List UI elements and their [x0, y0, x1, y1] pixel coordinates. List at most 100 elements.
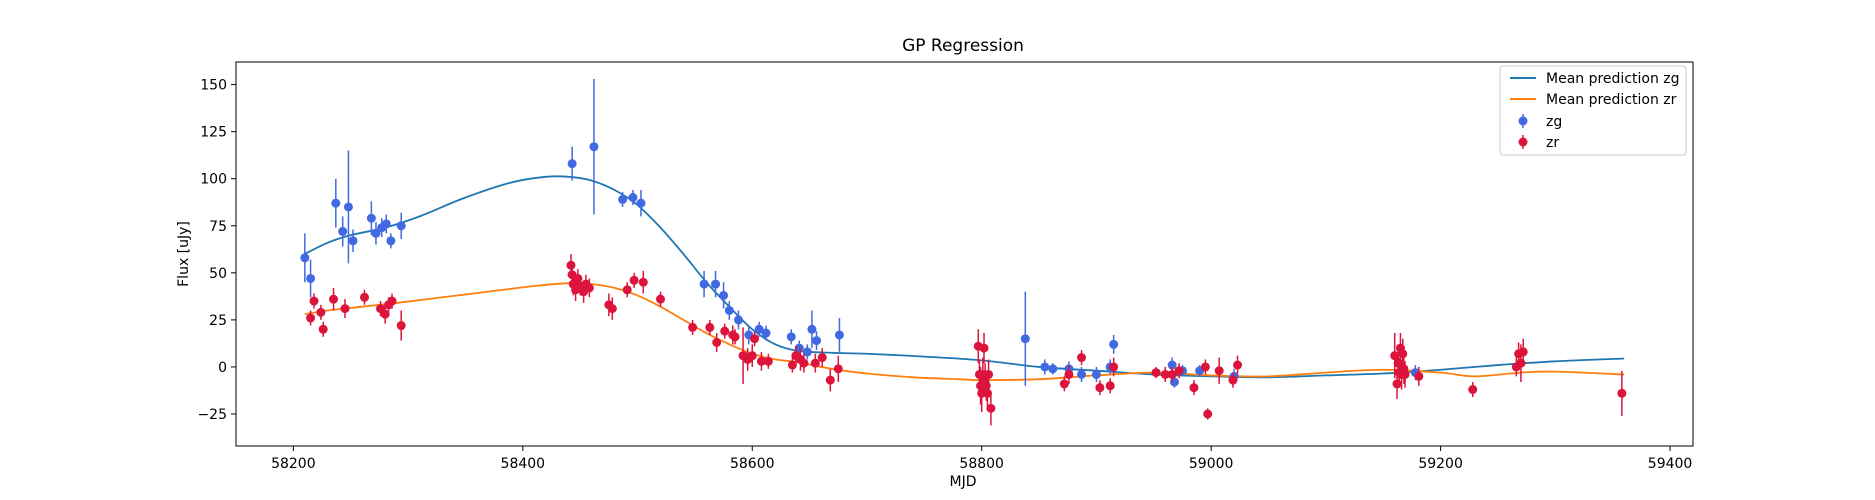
- zr-point: [1064, 369, 1074, 379]
- legend-box: [1499, 65, 1687, 156]
- zg-point: [1048, 364, 1058, 374]
- zr-point: [396, 321, 406, 331]
- zr-point: [763, 356, 773, 366]
- y-axis-label: Flux [uJy]: [176, 221, 192, 287]
- zg-point: [802, 347, 812, 357]
- zg-point: [1167, 360, 1177, 370]
- zr-point: [688, 322, 698, 332]
- y-tick-label: 150: [200, 78, 227, 94]
- zr-point: [566, 260, 576, 270]
- zg-point: [761, 328, 771, 338]
- zg-point: [371, 228, 381, 238]
- zg-point: [300, 253, 310, 263]
- zr-point: [1077, 353, 1087, 363]
- x-tick-label: 58200: [271, 456, 316, 472]
- zr-point: [1174, 366, 1184, 376]
- zr-point: [1392, 379, 1402, 389]
- zg-point: [1077, 369, 1087, 379]
- zg-point: [754, 324, 764, 334]
- zr-point: [1105, 381, 1115, 391]
- zg-point: [628, 193, 638, 203]
- legend-marker-zr: [1518, 137, 1528, 147]
- x-tick-label: 58800: [959, 456, 1004, 472]
- zr-point: [316, 307, 326, 317]
- zr-point: [1518, 347, 1528, 357]
- y-tick-label: 125: [200, 125, 227, 141]
- zg-point: [343, 202, 353, 212]
- legend-label-zg: zg: [1546, 114, 1562, 130]
- y-tick-label: 100: [200, 172, 227, 188]
- zr-point: [629, 275, 639, 285]
- zr-point: [1109, 362, 1119, 372]
- x-tick-label: 59000: [1189, 456, 1234, 472]
- x-tick-label: 58600: [730, 456, 775, 472]
- zg-point: [331, 198, 341, 208]
- y-tick-label: 25: [209, 313, 227, 329]
- zr-point: [747, 351, 757, 361]
- zg-point: [589, 142, 599, 152]
- zr-point: [1059, 379, 1069, 389]
- zg-point: [786, 332, 796, 342]
- zg-point: [386, 236, 396, 246]
- mean-prediction-zg-line: [304, 175, 1625, 379]
- zr-point: [306, 313, 316, 323]
- zr-point: [1160, 369, 1170, 379]
- zr-point: [387, 296, 397, 306]
- zr-point: [340, 304, 350, 314]
- zr-point: [984, 369, 994, 379]
- zr-point: [720, 326, 730, 336]
- zg-point: [1091, 369, 1101, 379]
- zr-point: [981, 381, 991, 391]
- zr-point: [380, 309, 390, 319]
- zr-point: [309, 296, 319, 306]
- zg-point: [834, 330, 844, 340]
- plot-frame: [235, 61, 1694, 447]
- zr-point: [750, 334, 760, 344]
- zg-point: [733, 315, 743, 325]
- zr-point: [1516, 358, 1526, 368]
- zr-point: [810, 358, 820, 368]
- zr-point: [638, 277, 648, 287]
- zr-point: [982, 388, 992, 398]
- zg-point: [366, 213, 376, 223]
- y-tick-label: 75: [209, 219, 227, 235]
- zg-point: [567, 159, 577, 169]
- zr-point: [787, 360, 797, 370]
- zg-point: [338, 226, 348, 236]
- axis-ticks: 58200 58400 58600 58800 59000 59200 59400 −25 0 2…: [197, 78, 1692, 472]
- legend-marker-zg: [1518, 116, 1528, 126]
- zr-point: [584, 283, 594, 293]
- zg-point: [1040, 362, 1050, 372]
- zr-point: [756, 356, 766, 366]
- zr-point: [817, 353, 827, 363]
- zr-point: [730, 332, 740, 342]
- y-tick-label: −25: [197, 407, 227, 423]
- legend-label-zr: zr: [1546, 135, 1559, 151]
- zr-point: [799, 358, 809, 368]
- zg-point: [724, 305, 734, 315]
- zr-point: [986, 403, 996, 413]
- legend-label-zr-mean: Mean prediction zr: [1546, 92, 1677, 108]
- zr-point: [1400, 369, 1410, 379]
- zr-point: [705, 322, 715, 332]
- zr-point: [1214, 366, 1224, 376]
- zg-point: [396, 221, 406, 231]
- zg-point: [711, 279, 721, 289]
- zr-point: [1228, 375, 1238, 385]
- zr-point: [622, 285, 632, 295]
- zr-point: [1398, 349, 1408, 359]
- zg-point: [699, 279, 709, 289]
- mean-prediction-zr-line: [304, 282, 1625, 382]
- zr-point: [359, 292, 369, 302]
- zr-point: [1390, 351, 1400, 361]
- zr-point: [1414, 371, 1424, 381]
- zg-point: [381, 219, 391, 229]
- zr-point: [1200, 362, 1210, 372]
- zr-point: [1189, 383, 1199, 393]
- zr-point: [1233, 360, 1243, 370]
- zr-point: [1617, 388, 1627, 398]
- mean-prediction-curves: [304, 175, 1625, 382]
- x-tick-label: 59400: [1648, 456, 1693, 472]
- zg-point: [807, 324, 817, 334]
